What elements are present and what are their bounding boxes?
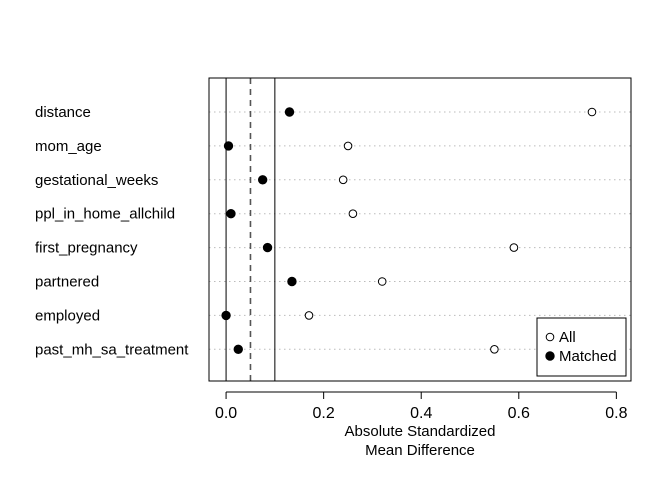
grid-lines — [209, 111, 631, 350]
point-all — [348, 209, 358, 218]
variable-label: distance — [35, 104, 91, 121]
point-matched — [226, 209, 236, 219]
point-all — [304, 311, 314, 320]
point-matched — [284, 107, 295, 117]
variable-label: mom_age — [35, 138, 102, 155]
variable-label: past_mh_sa_treatment — [35, 341, 189, 358]
point-all — [343, 141, 353, 151]
legend-label: All — [559, 329, 576, 346]
variable-label: first_pregnancy — [35, 240, 138, 257]
x-axis: 0.0 0.2 0.4 0.6 0.8 — [215, 391, 628, 422]
x-tick-label: 0.8 — [605, 405, 627, 422]
x-tick-label: 0.4 — [410, 405, 432, 422]
data-points — [221, 107, 597, 354]
legend-box — [536, 317, 627, 377]
plot-frame — [208, 77, 632, 382]
variable-label: partnered — [35, 274, 99, 291]
x-tick-label: 0.2 — [313, 405, 335, 422]
point-matched — [287, 276, 297, 287]
reference-lines — [225, 78, 276, 381]
point-matched — [233, 344, 243, 354]
point-all — [338, 175, 348, 185]
point-matched — [257, 175, 268, 185]
point-all — [377, 277, 387, 286]
variable-labels: distance mom_age gestational_weeks ppl_in_h… — [35, 104, 189, 358]
x-tick-label: 0.6 — [508, 405, 530, 422]
legend-marker-matched — [545, 351, 555, 361]
x-tick-label: 0.0 — [215, 405, 237, 422]
point-all — [587, 107, 597, 117]
x-axis-title-line: Mean Difference — [365, 442, 475, 459]
x-axis-title-line: Absolute Standardized — [345, 423, 496, 440]
variable-label: employed — [35, 307, 100, 324]
legend: All Matched — [536, 317, 627, 377]
variable-label: gestational_weeks — [35, 172, 158, 189]
variable-label: ppl_in_home_allchild — [35, 206, 175, 223]
point-matched — [223, 141, 234, 151]
point-all — [509, 243, 519, 252]
point-all — [490, 345, 499, 354]
x-axis-title: Absolute Standardized Mean Difference — [345, 423, 496, 459]
legend-label: Matched — [559, 348, 617, 365]
point-matched — [221, 310, 231, 321]
legend-marker-all — [545, 332, 555, 342]
point-matched — [262, 242, 273, 253]
